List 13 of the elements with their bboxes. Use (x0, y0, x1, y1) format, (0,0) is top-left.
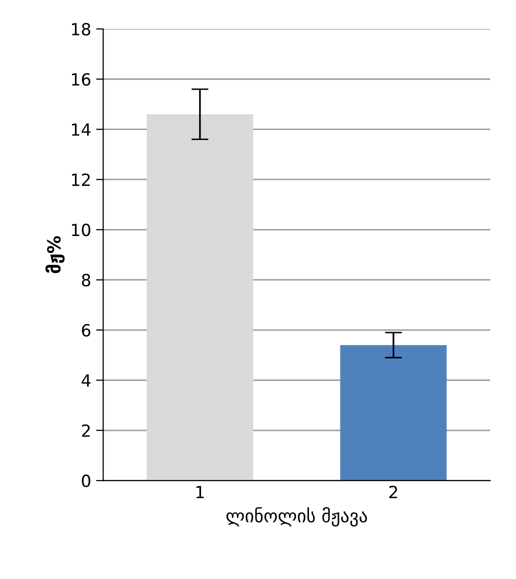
y-tick-label: 4 (82, 374, 90, 387)
y-tick-label: 8 (82, 274, 90, 286)
y-tick-label: 16 (72, 73, 90, 86)
y-tick-label: 2 (82, 424, 90, 437)
y-axis-title: მჟ% (45, 236, 65, 274)
x-axis-title: ლინოლის მჟავა (226, 507, 367, 526)
y-tick-label: 6 (82, 324, 90, 337)
x-tick-label: 1 (196, 486, 204, 498)
y-tick-label: 12 (72, 173, 90, 186)
y-tick-label: 14 (72, 123, 90, 136)
y-tick-label: 10 (72, 224, 90, 236)
y-tick-label: 18 (72, 22, 90, 36)
y-tick-label: 0 (82, 474, 90, 488)
